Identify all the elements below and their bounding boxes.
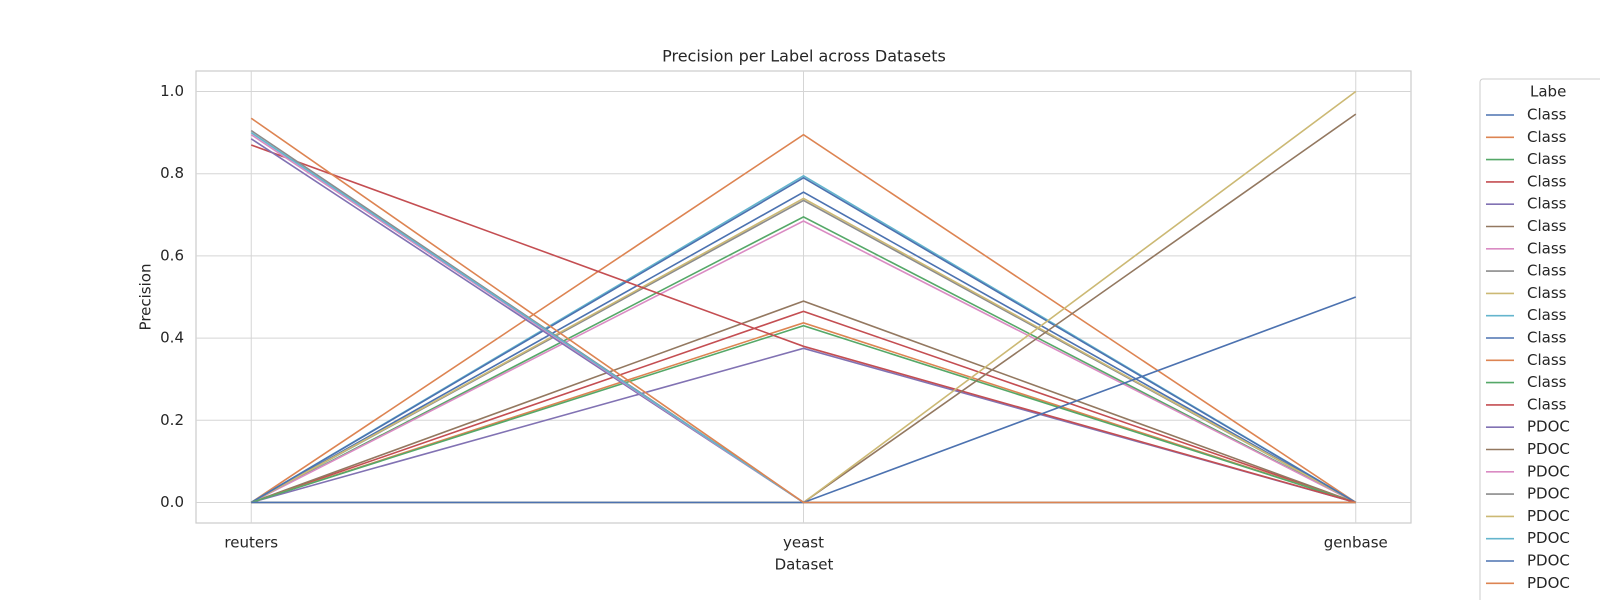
legend-label: PDOC (1527, 462, 1570, 480)
x-axis-label: Dataset (775, 556, 834, 574)
legend-label: Class (1527, 262, 1567, 280)
y-tick-label: 0.6 (160, 246, 184, 264)
y-tick-label: 0.8 (160, 164, 184, 182)
x-tick-label: genbase (1324, 534, 1388, 552)
series-line (250, 117, 1356, 504)
y-tick-label: 0.0 (160, 493, 184, 511)
series-line (250, 300, 1357, 504)
legend-label: PDOC (1527, 485, 1570, 503)
legend-label: Class (1527, 239, 1567, 257)
y-tick-label: 0.4 (160, 329, 184, 347)
series-line (250, 310, 1357, 504)
legend-label: PDOC (1527, 552, 1570, 570)
series-line (250, 133, 1357, 504)
legend-label: PDOC (1527, 529, 1570, 547)
series-line (250, 197, 1357, 504)
legend-title: Labe (1530, 83, 1566, 101)
series-line (250, 215, 1357, 504)
x-tick-label: reuters (224, 534, 278, 552)
chart-title: Precision per Label across Datasets (662, 47, 946, 66)
series-line (250, 144, 1356, 504)
legend-label: Class (1527, 395, 1567, 413)
legend-label: Class (1527, 306, 1567, 324)
legend: Labe Class Class Class Class Class Class Class C… (1479, 78, 1600, 600)
x-tick-label: yeast (783, 534, 824, 552)
legend-label: Class (1527, 172, 1567, 190)
legend-label: PDOC (1527, 440, 1570, 458)
series-line (250, 220, 1357, 504)
legend-label: Class (1527, 217, 1567, 235)
legend-label: Class (1527, 284, 1567, 302)
series-line (250, 191, 1357, 504)
series-line (250, 322, 1357, 504)
legend-label: Class (1527, 373, 1567, 391)
legend-label: Class (1527, 106, 1567, 124)
legend-label: PDOC (1527, 507, 1570, 525)
legend-frame (1479, 78, 1600, 600)
legend-label: Class (1527, 128, 1567, 146)
y-axis-label: Precision (137, 264, 155, 331)
legend-label: Class (1527, 351, 1567, 369)
series-line (250, 324, 1357, 504)
legend-label: Class (1527, 329, 1567, 347)
y-tick-label: 1.0 (160, 82, 184, 100)
series-line (250, 176, 1357, 504)
legend-label: Class (1527, 195, 1567, 213)
legend-label: Class (1527, 150, 1567, 168)
y-tick-label: 0.2 (160, 411, 184, 429)
legend-label: PDOC (1527, 574, 1570, 592)
legend-label: PDOC (1527, 418, 1570, 436)
